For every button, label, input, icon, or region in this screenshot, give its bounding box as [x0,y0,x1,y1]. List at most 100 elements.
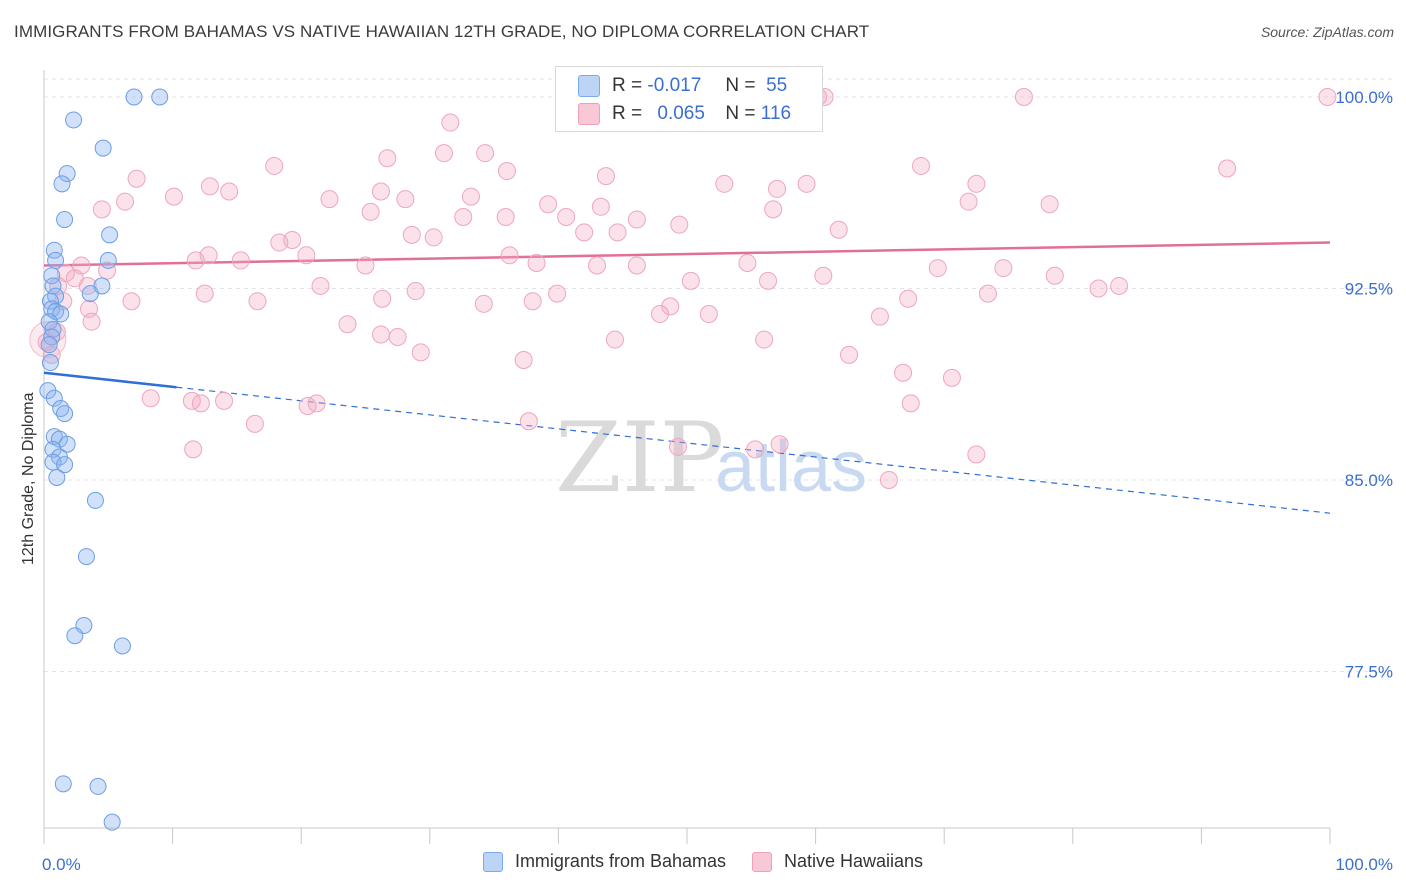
bahamas-point [56,456,74,474]
hawaiian-point [373,289,392,308]
hawaiian-point [371,182,390,201]
hawaiian-point [894,363,913,382]
hawaiian-point [220,182,239,201]
hawaiian-trend-line [43,241,1331,267]
legend-item-bahamas[interactable]: Immigrants from Bahamas [482,851,726,872]
hawaiian-point [797,174,816,193]
hawaiian-point [814,266,833,285]
hawaiian-point [141,389,160,408]
hawaiian-point [215,391,234,410]
hawaiian-point [959,192,978,211]
hawaiian-point [476,144,495,163]
legend-label: Native Hawaiians [784,851,924,871]
hawaiian-point [164,187,183,206]
y-tick-label: 77.5% [1345,663,1393,682]
hawaiian-point [311,276,330,295]
hawaiian-point [1014,88,1033,106]
n-label: N = [725,75,756,96]
grid-lines [44,78,1392,672]
hawaiian-point [557,208,576,227]
hawaiian-point [186,251,205,270]
hawaiian-point [406,282,425,301]
y-tick-label: 85.0% [1345,471,1393,490]
hawaiian-point [307,394,326,413]
r-value: -0.017 [647,75,702,96]
hawaiian-point [901,394,920,413]
hawaiian-point [245,414,264,433]
hawaiian-point [840,345,859,364]
hawaiian-point [912,156,931,175]
hawaiian-point [1040,195,1059,214]
hawaiian-point [200,177,219,196]
r-label: R = [612,75,643,96]
tick-labels: 77.5% 85.0% 92.5% 100.0% 0.0% 100.0% [42,88,1393,874]
hawaiian-point [587,256,606,275]
bahamas-swatch [578,75,600,97]
hawaiian-point [870,307,889,326]
hawaiian-point [1110,276,1129,295]
hawaiian-point [231,251,250,270]
hawaiian-point [591,197,610,216]
hawaiian-point [942,368,961,387]
bahamas-point [151,88,169,106]
hawaiian-point [608,223,627,242]
n-label: N = [725,103,756,124]
bahamas-point [81,285,99,303]
hawaiian-point [127,169,146,188]
hawaiian-point [338,315,357,334]
hawaiian-point [627,256,646,275]
hawaiian-point [738,253,757,272]
bahamas-point [65,111,83,129]
hawaiian-point [770,435,789,454]
hawaiian-point [539,195,558,214]
hawaiian-point [1218,159,1237,178]
bahamas-point [45,428,63,446]
bahamas-swatch [482,851,503,872]
hawaiian-point [514,350,533,369]
stats-row-hawaiians: R = 0.065 N = 116 [578,101,791,127]
watermark-zip: ZIP [555,402,724,514]
bahamas-point [86,491,104,509]
hawaiian-point [668,437,687,456]
hawaiian-point [829,220,848,239]
trend-lines [43,241,1331,514]
hawaiian-point [768,179,787,198]
hawaiian-point [371,325,390,344]
bahamas-trend-line-solid [43,371,177,389]
bahamas-point [56,405,74,423]
n-value: 55 [766,75,788,96]
bahamas-point [94,139,112,157]
hawaiian-point [899,289,918,308]
source-credit: Source: ZipAtlas.com [1260,24,1394,40]
hawaiian-point [184,440,203,459]
watermark-atlas: atlas [715,427,867,507]
hawaiian-point [424,228,443,247]
bahamas-point [53,175,71,193]
hawaiian-point [122,292,141,311]
bahamas-point [101,226,119,244]
hawaiian-point [670,215,689,234]
hawaiian-point [1318,88,1337,106]
axes [43,70,1331,844]
legend-item-hawaiians[interactable]: Native Hawaiians [752,851,923,872]
r-value: 0.065 [657,103,705,124]
hawaiian-point [461,187,480,206]
hawaiian-point [116,192,135,211]
hawaiian-point [195,284,214,303]
hawaiian-point [356,256,375,275]
hawaiian-point [402,225,421,244]
bahamas-point [47,251,65,269]
hawaiian-point [755,330,774,349]
bahamas-point [99,251,117,269]
hawaiian-point [320,190,339,209]
hawaiian-point [496,208,515,227]
hawaiian-point [92,200,111,219]
y-tick-label: 92.5% [1345,280,1393,299]
bahamas-point [54,775,72,793]
hawaiian-point [1045,266,1064,285]
y-axis-label: 12th Grade, No Diploma [20,392,37,565]
hawaiians-swatch [578,103,600,125]
hawaiian-point [361,202,380,221]
hawaiian-point [967,174,986,193]
